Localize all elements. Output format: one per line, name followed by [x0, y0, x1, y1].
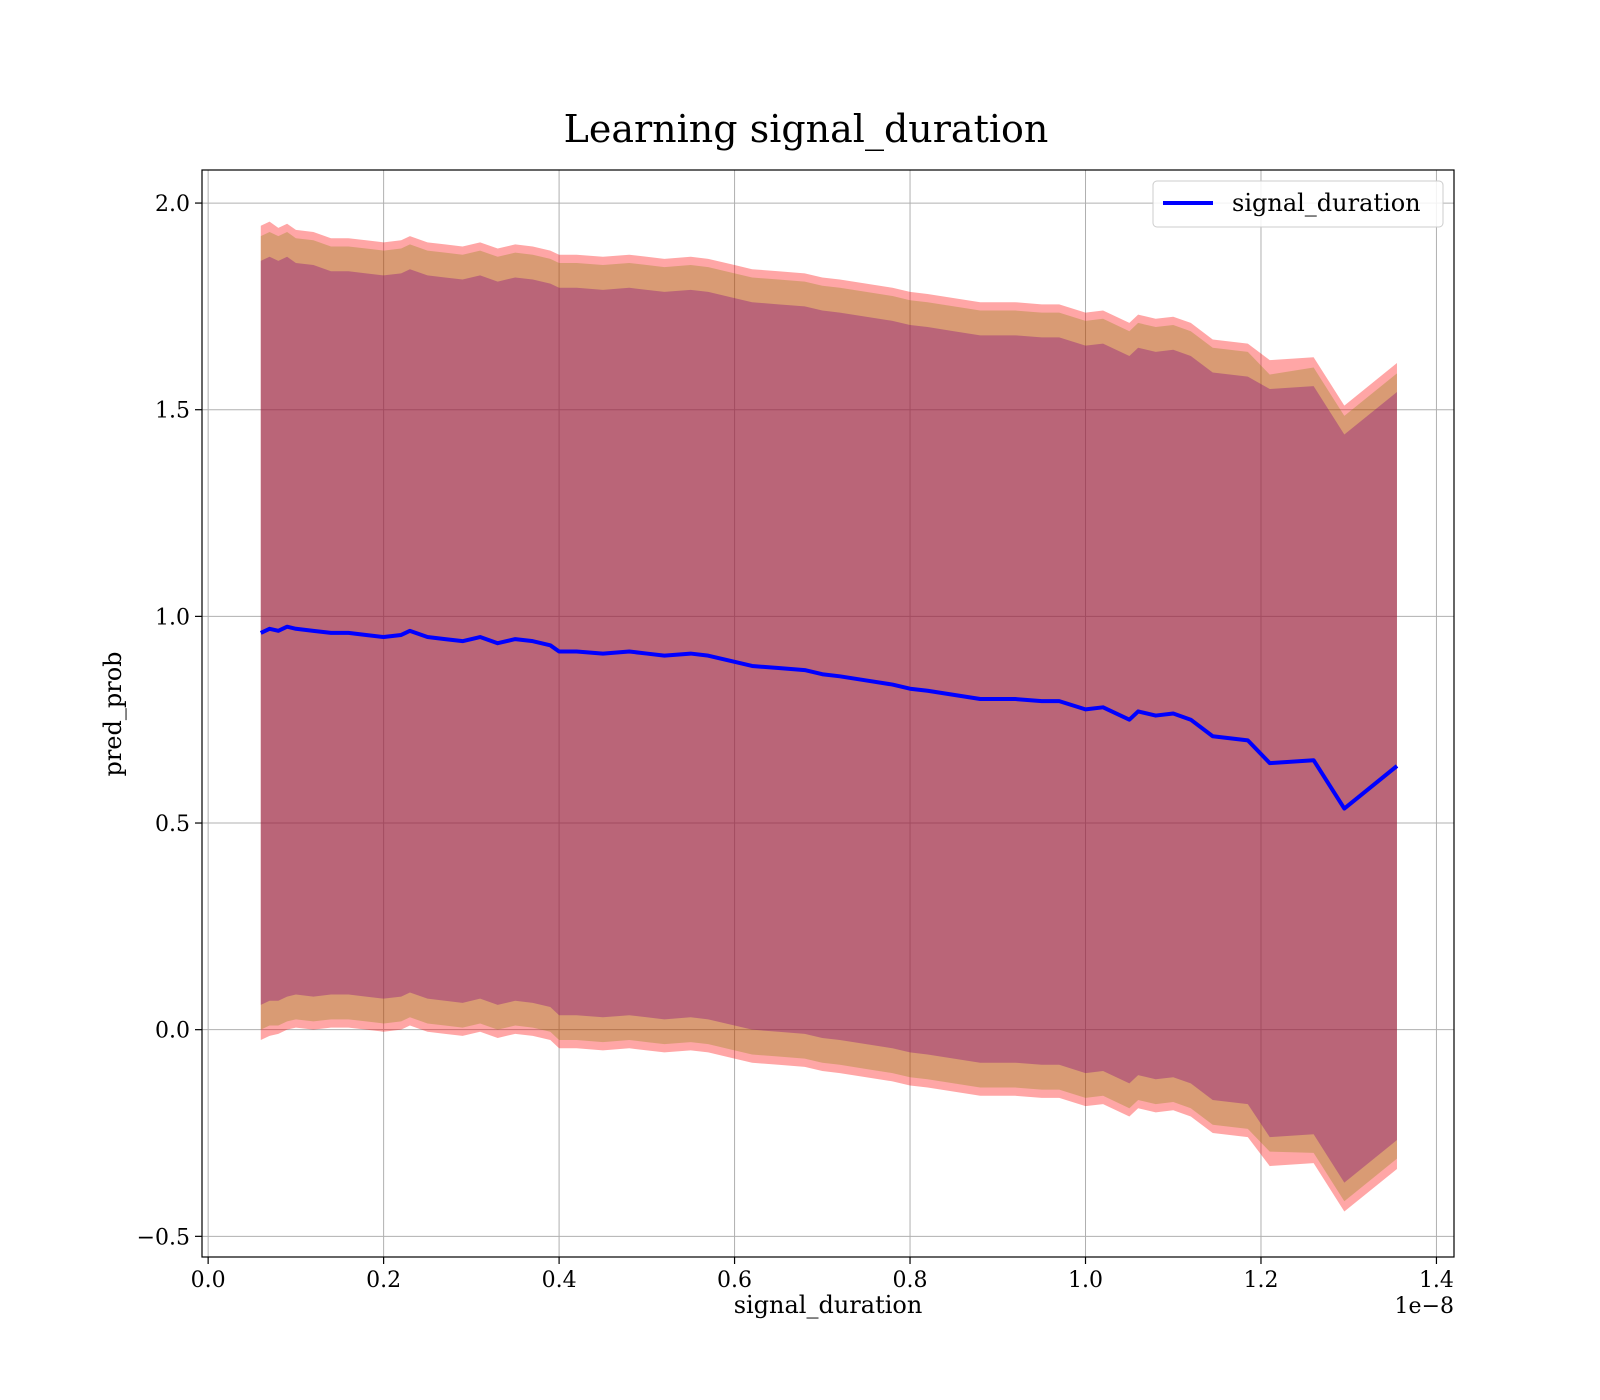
x-tick-label: 0.0 — [191, 1268, 226, 1293]
axis-ticks: 0.0 0.2 0.4 0.6 0.8 1.0 1.2 1.4−0.50.00.51.01.5… — [137, 192, 1454, 1293]
x-axis-label: signal_duration — [734, 1291, 923, 1319]
uncertainty-band — [260, 221, 1397, 1212]
uncertainty-bands — [260, 221, 1397, 1212]
y-tick-label: 1.5 — [155, 399, 190, 424]
x-tick-label: 0.8 — [893, 1268, 928, 1293]
legend: signal_duration — [1152, 180, 1444, 228]
x-tick-label: 1.2 — [1243, 1268, 1278, 1293]
x-tick-label: 0.4 — [542, 1268, 577, 1293]
x-tick-label: 0.6 — [717, 1268, 752, 1293]
y-tick-label: 2.0 — [155, 192, 190, 217]
legend-label: signal_duration — [1232, 189, 1421, 217]
y-tick-label: −0.5 — [137, 1225, 190, 1250]
x-tick-label: 1.0 — [1068, 1268, 1103, 1293]
plot-frame — [201, 169, 1455, 1258]
uncertainty-band — [260, 231, 1397, 1202]
series-line — [259, 624, 1399, 811]
legend-box — [1152, 180, 1444, 228]
series-lines — [259, 624, 1399, 811]
y-tick-label: 0.5 — [155, 812, 190, 837]
y-axis-label: pred_prob — [99, 651, 127, 776]
x-tick-label: 1.4 — [1419, 1268, 1454, 1293]
x-offset-label: 1e−8 — [1395, 1294, 1454, 1319]
y-tick-label: 1.0 — [155, 605, 190, 630]
y-tick-label: 0.0 — [155, 1019, 190, 1044]
x-tick-label: 0.2 — [366, 1268, 401, 1293]
uncertainty-band — [260, 256, 1397, 1183]
chart-title: Learning signal_duration — [564, 107, 1049, 152]
